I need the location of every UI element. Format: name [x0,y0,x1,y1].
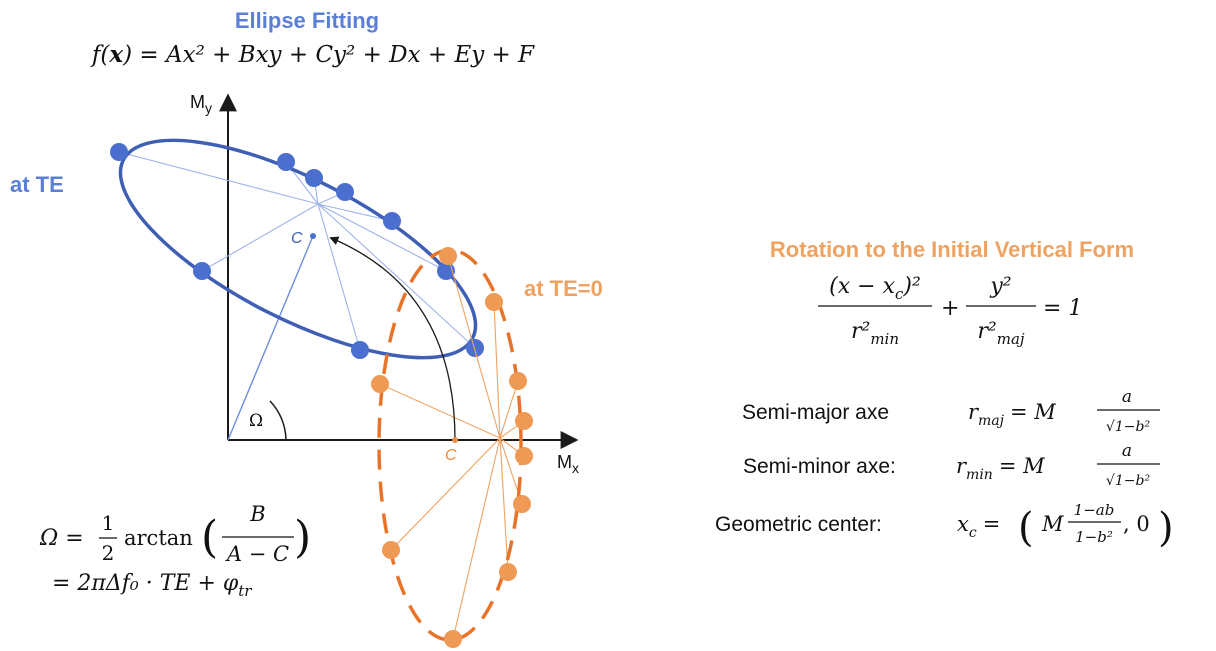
svg-text:y²: y² [989,274,1011,299]
svg-text:xc=: xc = [957,512,1000,541]
svg-text:, 0: , 0 [1123,512,1150,536]
omega-angle-arc [269,400,287,441]
svg-text:Semi-major axe: Semi-major axe [742,401,889,424]
rotation-title: Rotation to the Initial Vertical Form [770,237,1134,262]
geometric-center-row: Geometric center: xc = ( M 1−ab 1−b² , 0 … [715,501,1174,551]
svg-text:2: 2 [102,541,115,565]
orange-point [513,495,531,513]
svg-text:A − C: A − C [225,542,289,566]
label-at-te0: at TE=0 [524,276,603,301]
orange-point [499,563,517,581]
center-label-lower: C [445,447,457,464]
blue-point [383,212,401,230]
svg-text:B: B [249,502,265,526]
orange-point [515,412,533,430]
svg-text:1−b²: 1−b² [1075,528,1113,546]
orange-points [371,247,533,648]
blue-point [466,339,484,357]
center-point-lower [452,437,458,443]
y-axis-label: My [190,92,212,116]
svg-text:Semi-minor axe:: Semi-minor axe: [743,455,896,478]
svg-text:a: a [1122,387,1132,407]
blue-point [336,183,354,201]
title: Ellipse Fitting [235,8,379,33]
blue-radial-lines [118,151,476,351]
fit-equation: f(x) = Ax² + Bxy + Cy² + Dx + Ey + F [90,41,535,68]
orange-point [485,293,503,311]
orange-point [444,630,462,648]
svg-text:rmin= M: rmin = M [956,454,1045,483]
svg-text:= 2πΔf₀ · TE + φtr: = 2πΔf₀ · TE + φtr [52,571,252,600]
blue-points [110,143,484,359]
blue-point [110,143,128,161]
rotation-arrow [329,236,456,441]
rotation-equation: (x − xc)² r²min + y² r²maj = 1 [818,274,1082,348]
semi-minor-row: Semi-minor axe: rmin = M a √1−b² [743,441,1160,489]
blue-point [351,341,369,359]
blue-center-line [227,235,314,441]
omega-equation: Ω = 1 2 arctan ( B A − C ) = 2πΔf₀ · TE … [39,502,311,600]
svg-text:+: + [941,296,959,321]
center-point-upper [310,233,316,239]
svg-text:): ) [1158,505,1174,551]
svg-text:= 1: = 1 [1043,296,1082,321]
svg-text:Ω =: Ω = [39,526,84,551]
svg-text:(: ( [1018,505,1034,551]
svg-text:(x − xc)²: (x − xc)² [829,274,921,303]
omega-label: Ω [249,411,263,431]
svg-text:rmaj= M: rmaj = M [968,400,1056,429]
svg-text:Geometric center:: Geometric center: [715,513,882,536]
svg-text:arctan: arctan [124,526,193,550]
svg-text:1: 1 [102,511,115,535]
orange-point [382,541,400,559]
svg-text:a: a [1122,441,1132,461]
svg-text:√1−b²: √1−b² [1106,419,1151,435]
orange-dashed-ellipse [377,248,523,642]
svg-text:(: ( [201,512,218,563]
orange-point [439,247,457,265]
orange-radial-lines [379,255,525,640]
svg-text:): ) [294,512,311,563]
blue-point [193,262,211,280]
x-axis-label: Mx [557,452,579,476]
svg-text:r²maj: r²maj [977,319,1025,348]
orange-point [515,447,533,465]
label-at-te: at TE [10,172,64,197]
svg-text:r²min: r²min [851,319,899,348]
center-label-upper: C [291,230,303,247]
blue-ellipse [118,138,478,360]
orange-point [371,375,389,393]
semi-major-row: Semi-major axe rmaj = M a √1−b² [742,387,1160,435]
blue-point [277,153,295,171]
svg-text:√1−b²: √1−b² [1106,473,1151,489]
svg-text:1−ab: 1−ab [1074,501,1115,519]
orange-point [509,372,527,390]
blue-point [305,169,323,187]
svg-text:M: M [1041,512,1064,536]
